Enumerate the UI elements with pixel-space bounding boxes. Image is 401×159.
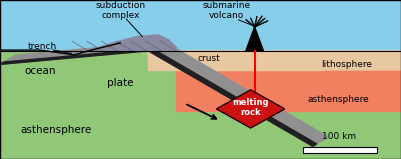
Text: asthensphere: asthensphere [20,125,92,135]
Polygon shape [217,90,285,128]
Text: subduction
complex: subduction complex [95,1,146,20]
Bar [303,147,377,153]
Text: lithosphere: lithosphere [321,60,373,69]
Text: plate: plate [107,78,134,88]
Polygon shape [176,51,401,111]
Text: submarine
volcano: submarine volcano [203,1,251,20]
Text: 100 km: 100 km [322,132,356,141]
Text: melting
rock: melting rock [232,98,269,117]
Polygon shape [88,35,176,51]
Text: ocean: ocean [24,66,56,76]
Text: trench: trench [28,42,57,51]
Polygon shape [0,48,317,146]
Bar [0,51,401,159]
Polygon shape [0,42,328,146]
Text: crust: crust [197,54,220,62]
Polygon shape [246,27,263,51]
Polygon shape [148,51,321,70]
Polygon shape [148,51,401,70]
Bar [0,0,401,51]
Text: asthensphere: asthensphere [308,95,370,104]
